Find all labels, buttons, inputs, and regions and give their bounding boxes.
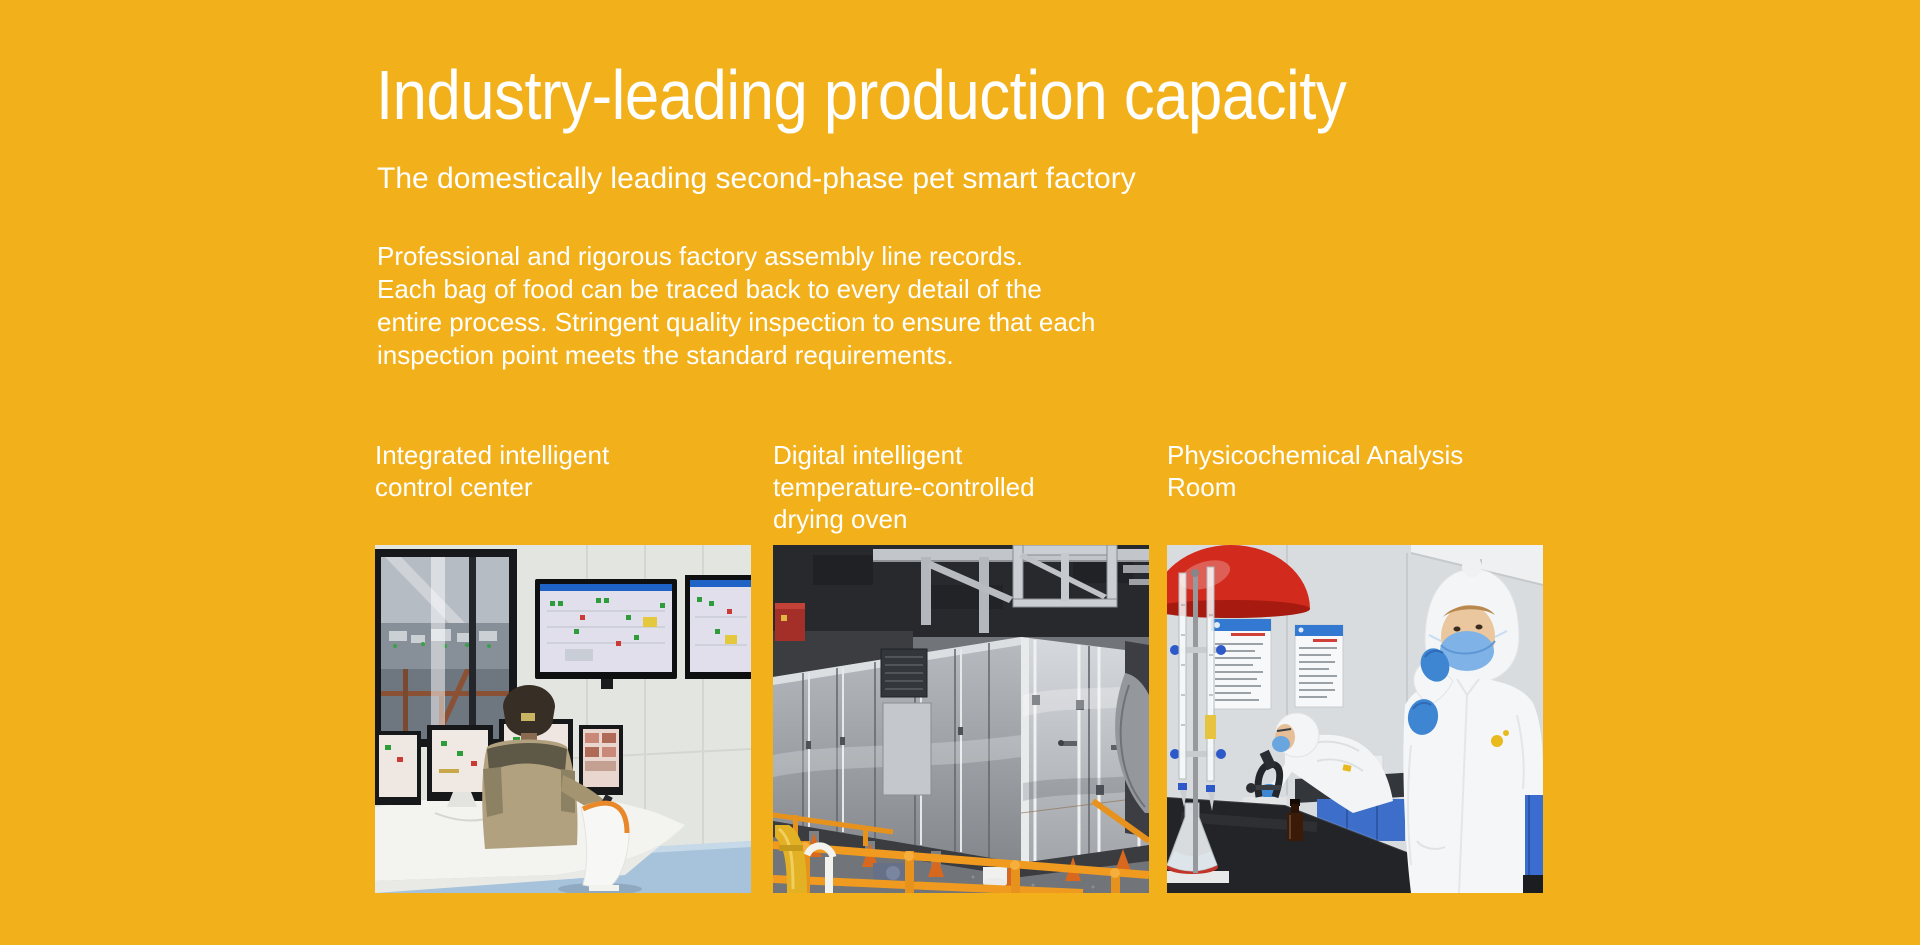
control-center-illustration — [375, 545, 751, 893]
hero-subtitle: The domestically leading second-phase pe… — [377, 162, 1136, 195]
gallery-card-analysis-room: Physicochemical Analysis Room — [1167, 439, 1543, 893]
gallery-card-drying-oven: Digital intelligent temperature-controll… — [773, 439, 1149, 893]
analysis-room-photo — [1167, 545, 1543, 893]
drying-oven-photo — [773, 545, 1149, 893]
page-title: Industry-leading production capacity — [376, 56, 1347, 134]
photo-caption-control-center: Integrated intelligent control center — [375, 440, 610, 502]
drying-oven-illustration — [773, 545, 1149, 893]
hero-description: Professional and rigorous factory assemb… — [377, 241, 1096, 370]
gallery-card-control-center: Integrated intelligent control center — [375, 439, 751, 893]
control-center-photo — [375, 545, 751, 893]
photo-caption-drying-oven: Digital intelligent temperature-controll… — [773, 440, 1035, 534]
photo-caption-analysis-room: Physicochemical Analysis Room — [1167, 440, 1464, 502]
analysis-room-illustration — [1167, 545, 1543, 893]
